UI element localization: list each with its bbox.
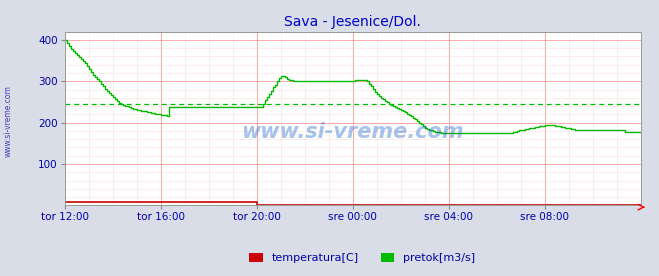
Text: www.si-vreme.com: www.si-vreme.com xyxy=(241,122,464,142)
Text: www.si-vreme.com: www.si-vreme.com xyxy=(3,86,13,157)
Legend: temperatura[C], pretok[m3/s]: temperatura[C], pretok[m3/s] xyxy=(245,248,480,268)
Title: Sava - Jesenice/Dol.: Sava - Jesenice/Dol. xyxy=(285,15,421,29)
